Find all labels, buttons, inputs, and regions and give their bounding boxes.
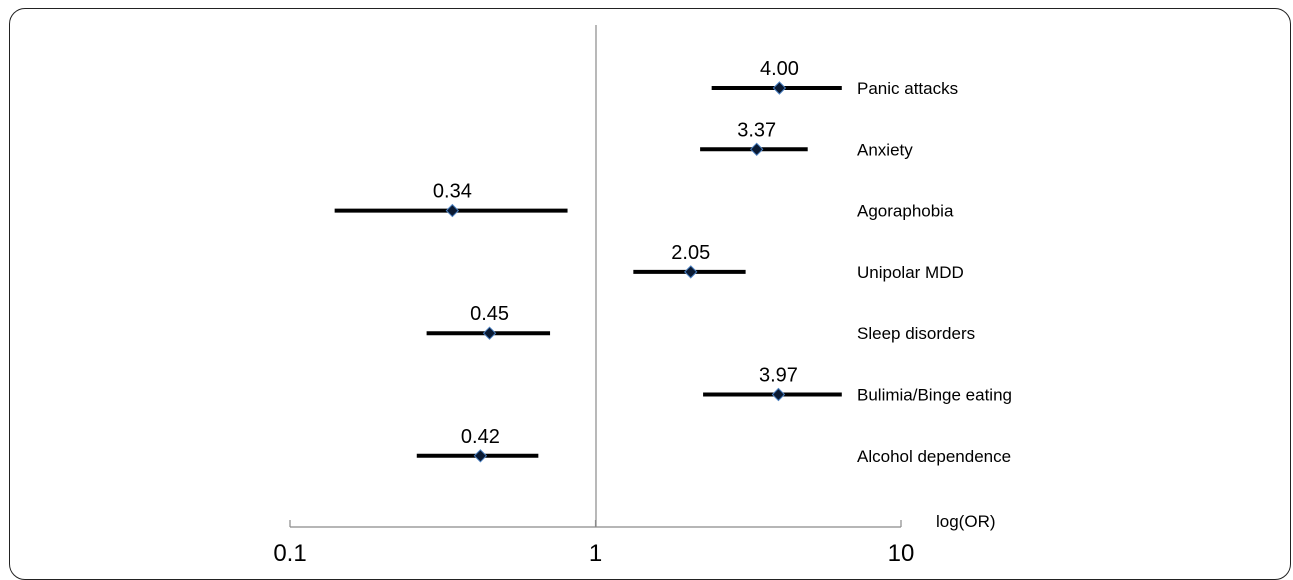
forest-row: 4.00 Panic attacks <box>711 58 958 98</box>
category-label: Alcohol dependence <box>857 447 1011 466</box>
category-label: Sleep disorders <box>857 324 975 343</box>
category-label: Agoraphobia <box>857 202 954 221</box>
odds-ratio-value-label: 3.37 <box>737 119 776 141</box>
x-tick-label: 0.1 <box>273 540 306 567</box>
odds-ratio-value-label: 3.97 <box>759 365 798 387</box>
odds-ratio-marker <box>473 449 488 463</box>
odds-ratio-value-label: 4.00 <box>760 58 799 80</box>
forest-row: 0.42 Alcohol dependence <box>416 426 1011 466</box>
odds-ratio-value-label: 0.45 <box>470 303 509 325</box>
forest-row: 0.34 Agoraphobia <box>334 181 954 221</box>
category-label: Bulimia/Binge eating <box>857 386 1012 405</box>
category-label: Panic attacks <box>857 79 958 98</box>
forest-row: 3.37 Anxiety <box>700 119 913 159</box>
forest-row: 2.05 Unipolar MDD <box>633 242 964 282</box>
odds-ratio-marker <box>684 265 698 279</box>
odds-ratio-marker <box>445 203 460 218</box>
odds-ratio-marker <box>749 142 764 157</box>
odds-ratio-value-label: 0.34 <box>433 181 472 203</box>
odds-ratio-marker <box>482 326 497 340</box>
forest-rows: 4.00 Panic attacks 3.37 Anxiety 0.34 Agorapho… <box>334 58 1012 466</box>
odds-ratio-value-label: 2.05 <box>671 242 710 264</box>
odds-ratio-marker <box>772 81 787 95</box>
odds-ratio-marker <box>771 387 786 402</box>
category-label: Anxiety <box>857 140 913 159</box>
forest-row: 0.45 Sleep disorders <box>426 303 975 343</box>
x-tick-label: 10 <box>888 540 915 567</box>
x-axis-ticks: 0.1 1 10 <box>273 520 914 567</box>
x-tick-label: 1 <box>589 540 602 567</box>
odds-ratio-value-label: 0.42 <box>461 426 500 448</box>
x-axis-label: log(OR) <box>936 512 996 531</box>
forest-row: 3.97 Bulimia/Binge eating <box>703 365 1012 405</box>
category-label: Unipolar MDD <box>857 263 964 282</box>
